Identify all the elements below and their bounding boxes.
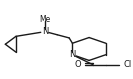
Text: N: N bbox=[69, 50, 76, 59]
Text: Me: Me bbox=[40, 15, 51, 24]
Text: O: O bbox=[74, 60, 81, 69]
Text: Cl: Cl bbox=[123, 60, 132, 69]
Text: N: N bbox=[42, 27, 48, 36]
